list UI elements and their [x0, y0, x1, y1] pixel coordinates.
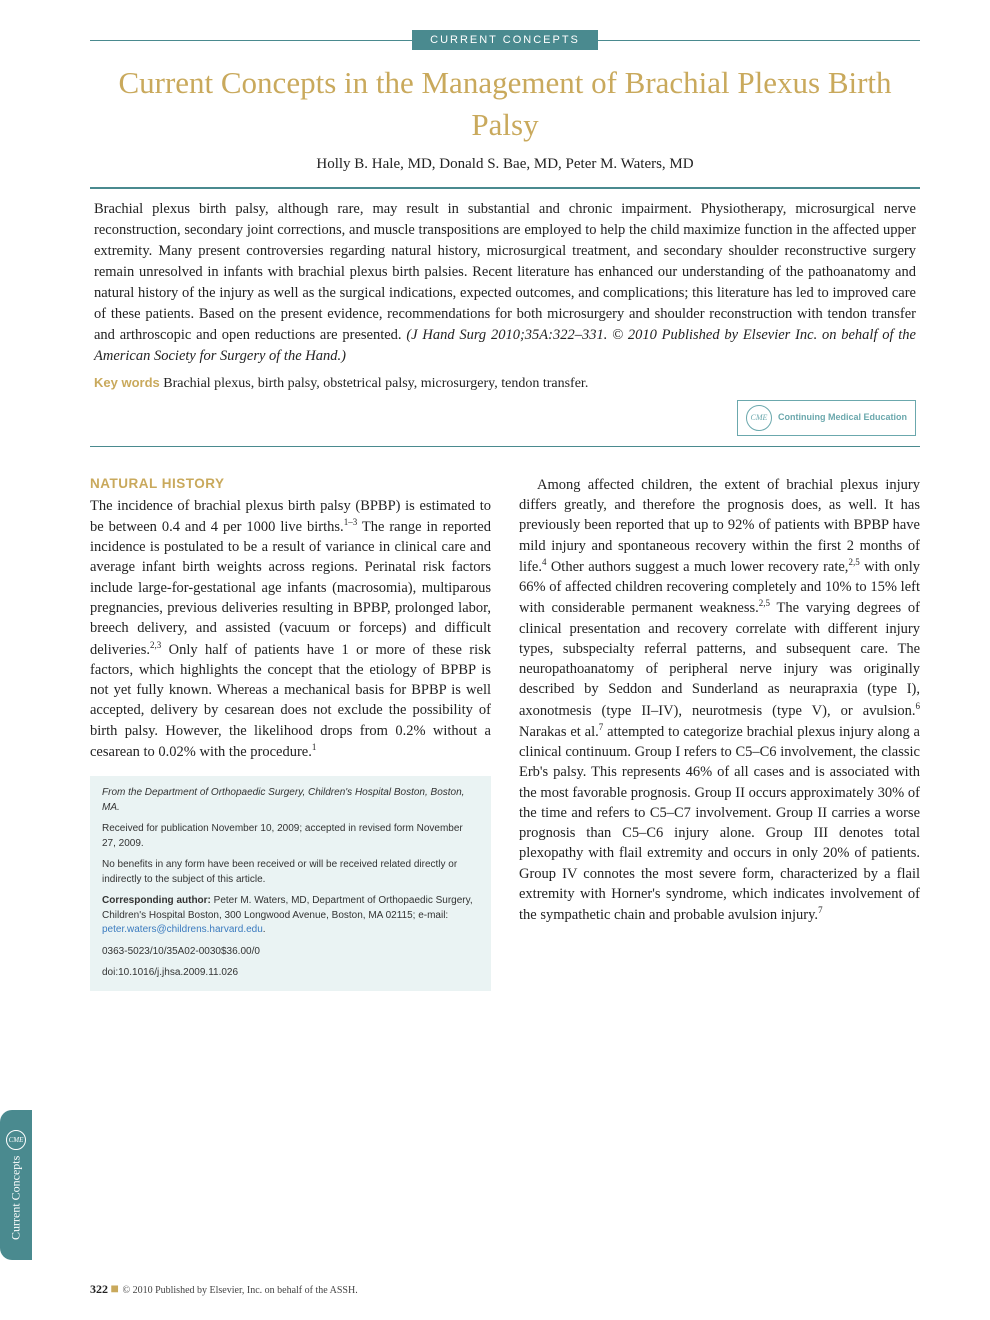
cme-badge[interactable]: CME Continuing Medical Education [737, 400, 916, 436]
col2-paragraph: Among affected children, the extent of b… [519, 475, 920, 926]
text-run: attempted to categorize brachial plexus … [519, 724, 920, 924]
abstract-text: Brachial plexus birth palsy, although ra… [94, 199, 916, 367]
footer-copyright: © 2010 Published by Elsevier, Inc. on be… [122, 1285, 357, 1296]
header-badge: CURRENT CONCEPTS [412, 30, 598, 50]
keywords-line: Key words Brachial plexus, birth palsy, … [94, 375, 916, 392]
keywords-label: Key words [94, 375, 160, 390]
citation-ref[interactable]: 1 [312, 742, 317, 752]
authors: Holly B. Hale, MD, Donald S. Bae, MD, Pe… [90, 156, 920, 173]
keywords-text: Brachial plexus, birth palsy, obstetrica… [163, 376, 588, 391]
text-run: Only half of patients have 1 or more of … [90, 641, 491, 759]
body-columns: NATURAL HISTORY The incidence of brachia… [90, 475, 920, 991]
corr-dot: . [263, 924, 266, 935]
abstract-body: Brachial plexus birth palsy, although ra… [94, 201, 916, 343]
footer-dot-icon: ■ [111, 1282, 123, 1297]
received-dates: Received for publication November 10, 20… [102, 822, 479, 851]
text-run: The range in reported incidence is postu… [90, 519, 491, 658]
text-run: The varying degrees of clinical presenta… [519, 600, 920, 718]
page-footer: 322 ■ © 2010 Published by Elsevier, Inc.… [90, 1282, 358, 1298]
citation-ref[interactable]: 2,5 [759, 598, 770, 608]
section-header: CURRENT CONCEPTS [90, 30, 920, 50]
header-rule-left [90, 40, 412, 41]
column-left: NATURAL HISTORY The incidence of brachia… [90, 475, 491, 991]
header-rule-right [598, 40, 920, 41]
text-run: Narakas et al. [519, 724, 599, 740]
citation-ref[interactable]: 7 [818, 905, 823, 915]
benefits-statement: No benefits in any form have been receiv… [102, 858, 479, 887]
citation-ref[interactable]: 6 [916, 701, 921, 711]
affiliation: From the Department of Orthopaedic Surge… [102, 787, 464, 813]
side-tab-cme-icon: CME [6, 1130, 26, 1150]
article-title: Current Concepts in the Management of Br… [90, 62, 920, 146]
citation-ref[interactable]: 2,5 [848, 557, 859, 567]
col1-paragraph: The incidence of brachial plexus birth p… [90, 496, 491, 762]
abstract-box: Brachial plexus birth palsy, although ra… [90, 187, 920, 447]
corr-email[interactable]: peter.waters@childrens.harvard.edu [102, 924, 263, 935]
section-heading: NATURAL HISTORY [90, 475, 491, 494]
page-number: 322 [90, 1282, 108, 1296]
citation-ref[interactable]: 1–3 [344, 517, 358, 527]
corr-label: Corresponding author: [102, 895, 211, 906]
article-code: 0363-5023/10/35A02-0030$36.00/0 [102, 945, 479, 960]
footnote-box: From the Department of Orthopaedic Surge… [90, 776, 491, 991]
text-run: Other authors suggest a much lower recov… [546, 559, 848, 575]
cme-icon: CME [746, 405, 772, 431]
side-tab: Current Concepts CME [0, 1110, 32, 1260]
citation-ref[interactable]: 2,3 [150, 640, 161, 650]
doi: doi:10.1016/j.jhsa.2009.11.026 [102, 966, 479, 981]
cme-text: Continuing Medical Education [778, 413, 907, 423]
column-right: Among affected children, the extent of b… [519, 475, 920, 991]
side-tab-label: Current Concepts [9, 1156, 24, 1240]
corresponding-author: Corresponding author: Peter M. Waters, M… [102, 894, 479, 938]
